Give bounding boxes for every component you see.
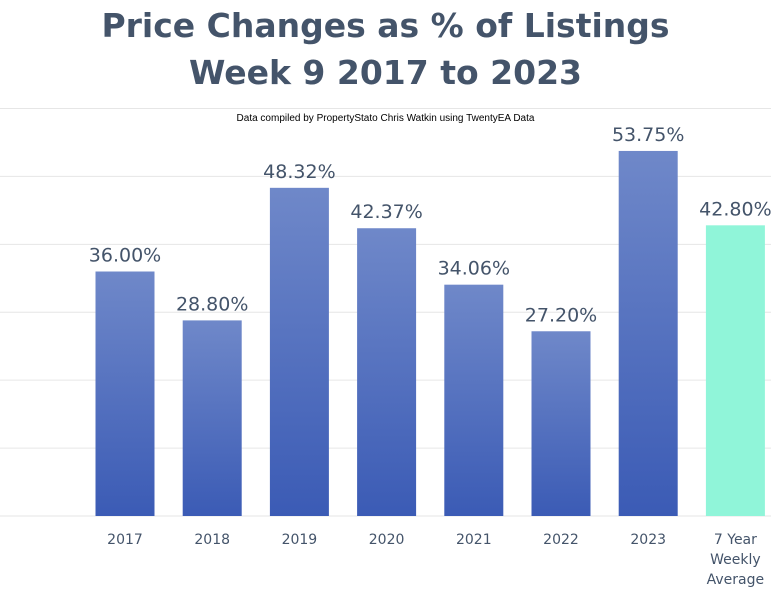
category-label: 2018 — [194, 532, 230, 548]
data-label: 48.32% — [263, 161, 335, 183]
bar-2022 — [531, 331, 591, 516]
category-label: 2020 — [369, 532, 405, 548]
category-label: 2022 — [543, 532, 579, 548]
data-label: 28.80% — [176, 293, 248, 315]
data-label: 42.37% — [350, 201, 422, 223]
bars — [95, 150, 765, 517]
category-label: 2017 — [107, 532, 143, 548]
category-label: 2023 — [630, 532, 666, 548]
bar-2021 — [444, 284, 504, 516]
bar-2020 — [357, 228, 417, 517]
data-labels: 36.00% 28.80% 48.32% 42.37% 34.06% 27.20% 53.7… — [89, 124, 771, 326]
bar-2023 — [618, 150, 678, 516]
data-label: 34.06% — [438, 258, 510, 280]
category-label: 2021 — [456, 532, 492, 548]
bar-2018 — [182, 320, 242, 516]
chart-title-line-2: Week 9 2017 to 2023 — [189, 53, 582, 92]
category-label: 7 Year Weekly Average — [707, 532, 765, 588]
category-labels: 2017 2018 2019 2020 2021 2022 2023 7 Year Weekly… — [107, 532, 764, 588]
average-bar — [705, 225, 765, 517]
bar-2017 — [95, 271, 155, 516]
chart-title-line-1: Price Changes as % of Listings — [101, 6, 670, 45]
data-label: 53.75% — [612, 124, 684, 146]
chart-subtitle: Data compiled by PropertyStato Chris Wat… — [236, 113, 535, 124]
bar-2019 — [269, 187, 329, 516]
data-label: 36.00% — [89, 245, 161, 267]
data-label: 42.80% — [699, 198, 771, 220]
data-label: 27.20% — [525, 304, 597, 326]
category-label: 2019 — [282, 532, 318, 548]
